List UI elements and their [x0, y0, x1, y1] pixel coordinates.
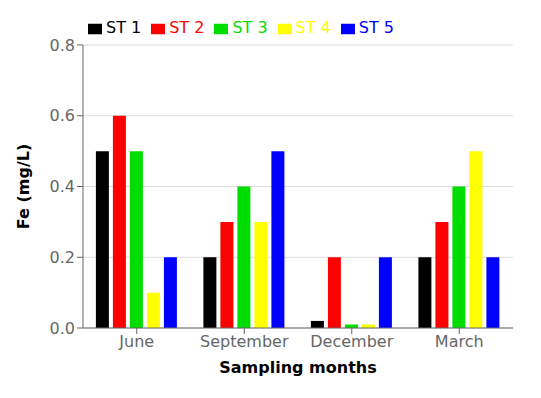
svg-text:0.8: 0.8 [50, 36, 75, 55]
svg-text:Sampling months: Sampling months [219, 358, 376, 377]
svg-text:December: December [310, 332, 393, 351]
html-text:ST 2: ST 2 [169, 18, 205, 37]
svg-text:0.6: 0.6 [50, 106, 75, 125]
svg-text:June: June [118, 332, 154, 351]
html-text:ST 1: ST 1 [106, 18, 142, 37]
svg-text:0.2: 0.2 [50, 248, 75, 267]
html-text:ST 4: ST 4 [295, 18, 331, 37]
html-text:ST 3: ST 3 [232, 18, 268, 37]
svg-text:March: March [435, 332, 484, 351]
svg-text:Fe (mg/L): Fe (mg/L) [14, 144, 33, 230]
svg-text:September: September [200, 332, 289, 351]
svg-text:0.0: 0.0 [50, 319, 75, 338]
svg-text:0.4: 0.4 [50, 177, 75, 196]
html-text:ST 5: ST 5 [358, 18, 394, 37]
